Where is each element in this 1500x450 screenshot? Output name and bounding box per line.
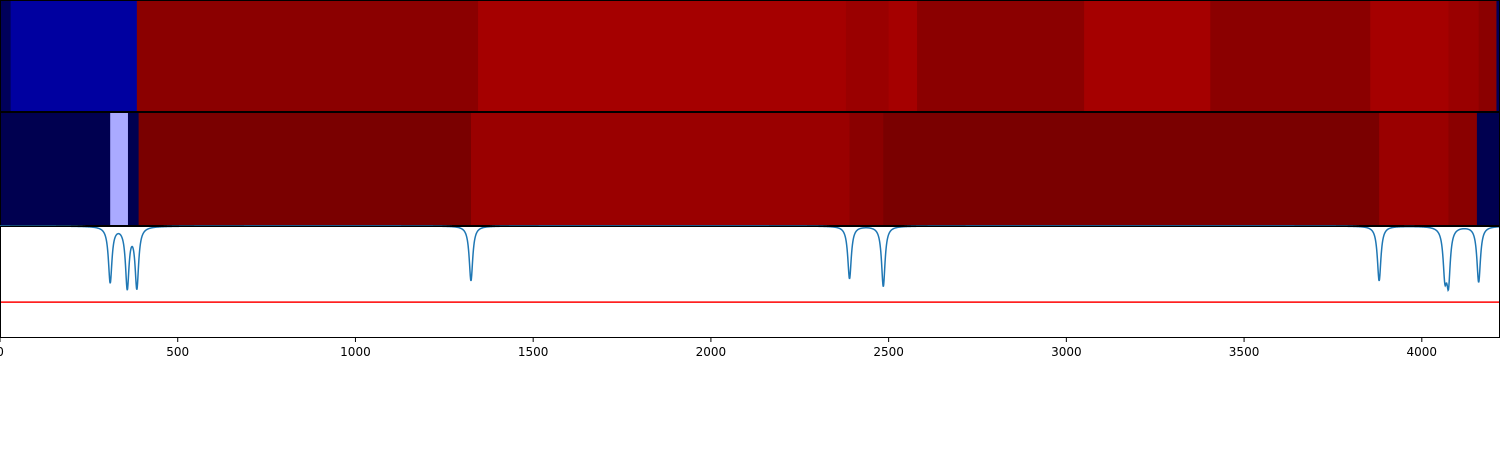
heatmap-segment-2-0 [0,112,111,226]
heatmap-segment-2-4 [470,112,851,226]
heatmap-segment-2-3 [138,112,472,226]
x-tick-label-6: 3000 [1051,345,1082,359]
x-tick-label-0: 0 [0,345,4,359]
heatmap-segment-2-8 [1448,112,1478,226]
heatmap-segment-1-1 [10,0,138,112]
signal-line [0,225,1500,293]
heatmap-segment-2-6 [883,112,1380,226]
heatmap-segment-1-2 [136,0,479,112]
x-tick-label-5: 2500 [873,345,904,359]
x-axis: 0 500 1000 1500 2000 2500 3000 3500 4000 [0,338,1437,359]
x-tick-label-3: 1500 [518,345,549,359]
heatmap-segment-1-5 [888,0,918,112]
heatmap-segment-1-11 [1478,0,1497,112]
heatmap-segment-2-2 [127,112,140,226]
heatmap-strip-1 [0,0,1500,112]
heatmap-segment-2-7 [1379,112,1449,226]
heatmap-segment-1-7 [1084,0,1211,112]
x-tick-label-8: 4000 [1407,345,1438,359]
x-tick-label-7: 3500 [1229,345,1260,359]
heatmap-segment-1-0 [0,0,12,112]
heatmap-strip-2 [0,112,1500,226]
line-plot-panel [0,225,1500,303]
x-tick-label-2: 1000 [340,345,371,359]
x-tick-label-4: 2000 [696,345,727,359]
line-plot-frame [0,226,1500,338]
heatmap-segment-1-6 [917,0,1085,112]
heatmap-segment-1-8 [1210,0,1371,112]
heatmap-segment-1-4 [845,0,890,112]
heatmap-segment-1-3 [478,0,847,112]
heatmap-segment-2-5 [849,112,884,226]
x-tick-label-1: 500 [166,345,189,359]
heatmap-segment-2-1 [110,112,129,226]
heatmap-segment-1-12 [1496,0,1500,112]
heatmap-segment-1-9 [1370,0,1449,112]
heatmap-segment-1-10 [1448,0,1480,112]
heatmap-segment-2-9 [1476,112,1500,226]
